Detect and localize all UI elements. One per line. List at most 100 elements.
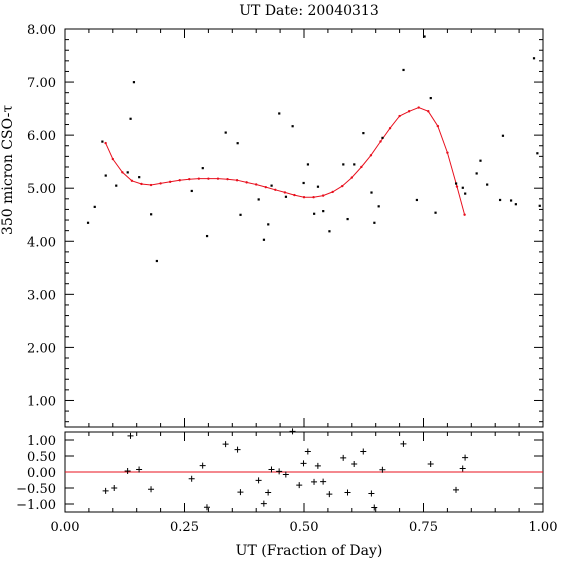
data-points: [86, 35, 541, 263]
residual-point: [320, 478, 327, 485]
y-tick-label: 7.00: [27, 76, 56, 91]
fit-point: [226, 177, 229, 181]
fit-point: [407, 110, 411, 113]
main-panel-frame: [64, 28, 544, 428]
data-point: [101, 140, 104, 143]
residual-point: [344, 489, 351, 496]
residual-point: [289, 428, 296, 435]
data-point: [479, 159, 482, 162]
fit-point: [293, 193, 296, 197]
fit-point: [111, 157, 115, 161]
residual-ticks: −1.00−0.500.000.501.000.00 0.25 0.50 0.75 1.…: [16, 432, 557, 535]
res-y-tick-label: 0.50: [27, 450, 56, 465]
data-point: [86, 221, 90, 224]
residual-point: [127, 432, 134, 439]
data-point: [138, 176, 141, 179]
residual-point: [203, 504, 210, 511]
data-point: [346, 217, 349, 221]
fit-point: [197, 177, 201, 180]
y-tick-label: 4.00: [27, 235, 56, 250]
data-point: [205, 234, 209, 238]
fit-point: [264, 185, 267, 189]
residual-point: [222, 441, 229, 448]
data-point: [155, 259, 158, 263]
fit-point: [159, 182, 162, 185]
data-point: [486, 183, 489, 186]
x-tick-label: 0.00: [51, 520, 80, 535]
data-point: [498, 198, 502, 202]
fit-point: [463, 213, 466, 216]
data-point: [129, 117, 132, 120]
residual-points: [102, 428, 469, 511]
residual-point: [111, 485, 118, 491]
fit-point: [130, 179, 134, 182]
data-point: [461, 186, 464, 189]
data-point: [313, 212, 316, 215]
data-point: [224, 131, 227, 134]
x-tick-label: 0.75: [409, 520, 438, 535]
y-tick-label: 3.00: [27, 288, 56, 303]
fit-point: [274, 188, 277, 191]
fit-point: [427, 110, 430, 113]
fit-point: [398, 114, 401, 118]
fit-point: [188, 177, 191, 181]
fit-point: [140, 182, 143, 186]
data-point: [373, 221, 376, 224]
data-point: [150, 213, 153, 216]
residual-point: [234, 446, 241, 453]
fit-point: [436, 124, 440, 128]
fit-point: [245, 181, 248, 184]
fit-point: [207, 177, 210, 180]
fit-point: [255, 183, 258, 186]
data-point: [278, 112, 281, 115]
fit-line: [105, 106, 466, 215]
data-point: [104, 174, 107, 177]
data-point: [514, 203, 517, 206]
residual-point: [300, 460, 307, 467]
res-y-tick-label: −1.00: [16, 498, 56, 513]
data-point: [236, 142, 239, 145]
res-y-tick-label: 0.00: [27, 466, 56, 481]
residual-point: [268, 466, 275, 473]
data-point: [93, 205, 96, 208]
x-tick-label: 0.25: [170, 520, 199, 535]
residual-point: [304, 448, 311, 455]
data-point: [132, 81, 136, 84]
data-point: [362, 132, 365, 135]
data-point: [126, 171, 129, 174]
data-point: [538, 204, 541, 207]
data-point: [455, 182, 458, 185]
x-axis-label: UT (Fraction of Day): [236, 543, 383, 559]
fit-point: [168, 180, 172, 184]
residual-point: [326, 491, 333, 498]
data-point: [377, 205, 380, 208]
data-point: [306, 163, 310, 166]
chart-title: UT Date: 20040313: [239, 3, 379, 19]
residual-point: [199, 462, 206, 469]
res-y-tick-label: 1.00: [27, 434, 56, 449]
data-point: [262, 238, 266, 241]
x-tick-label: 1.00: [529, 520, 558, 535]
data-point: [464, 192, 467, 195]
fit-curve: [104, 106, 466, 216]
residual-point: [148, 486, 155, 493]
fit-point: [235, 179, 239, 182]
residual-point: [260, 500, 267, 507]
fit-point: [369, 154, 373, 157]
data-point: [284, 195, 288, 198]
y-axis-label: 350 micron CSO-τ: [0, 105, 16, 235]
fit-point: [121, 171, 124, 174]
data-point: [115, 184, 118, 187]
y-tick-label: 8.00: [27, 23, 56, 38]
residual-point: [371, 504, 378, 511]
main-ticks: 1.00 2.00 3.00 4.00 5.00 6.00 7.00 8.00: [27, 23, 544, 427]
residual-point: [462, 454, 469, 461]
data-point: [415, 198, 419, 202]
data-point: [402, 68, 405, 72]
fit-point: [388, 127, 392, 130]
data-point: [434, 211, 437, 214]
data-point: [302, 181, 305, 185]
main-panel: 1.00 2.00 3.00 4.00 5.00 6.00 7.00 8.00: [27, 23, 544, 428]
y-tick-label: 2.00: [27, 341, 56, 356]
